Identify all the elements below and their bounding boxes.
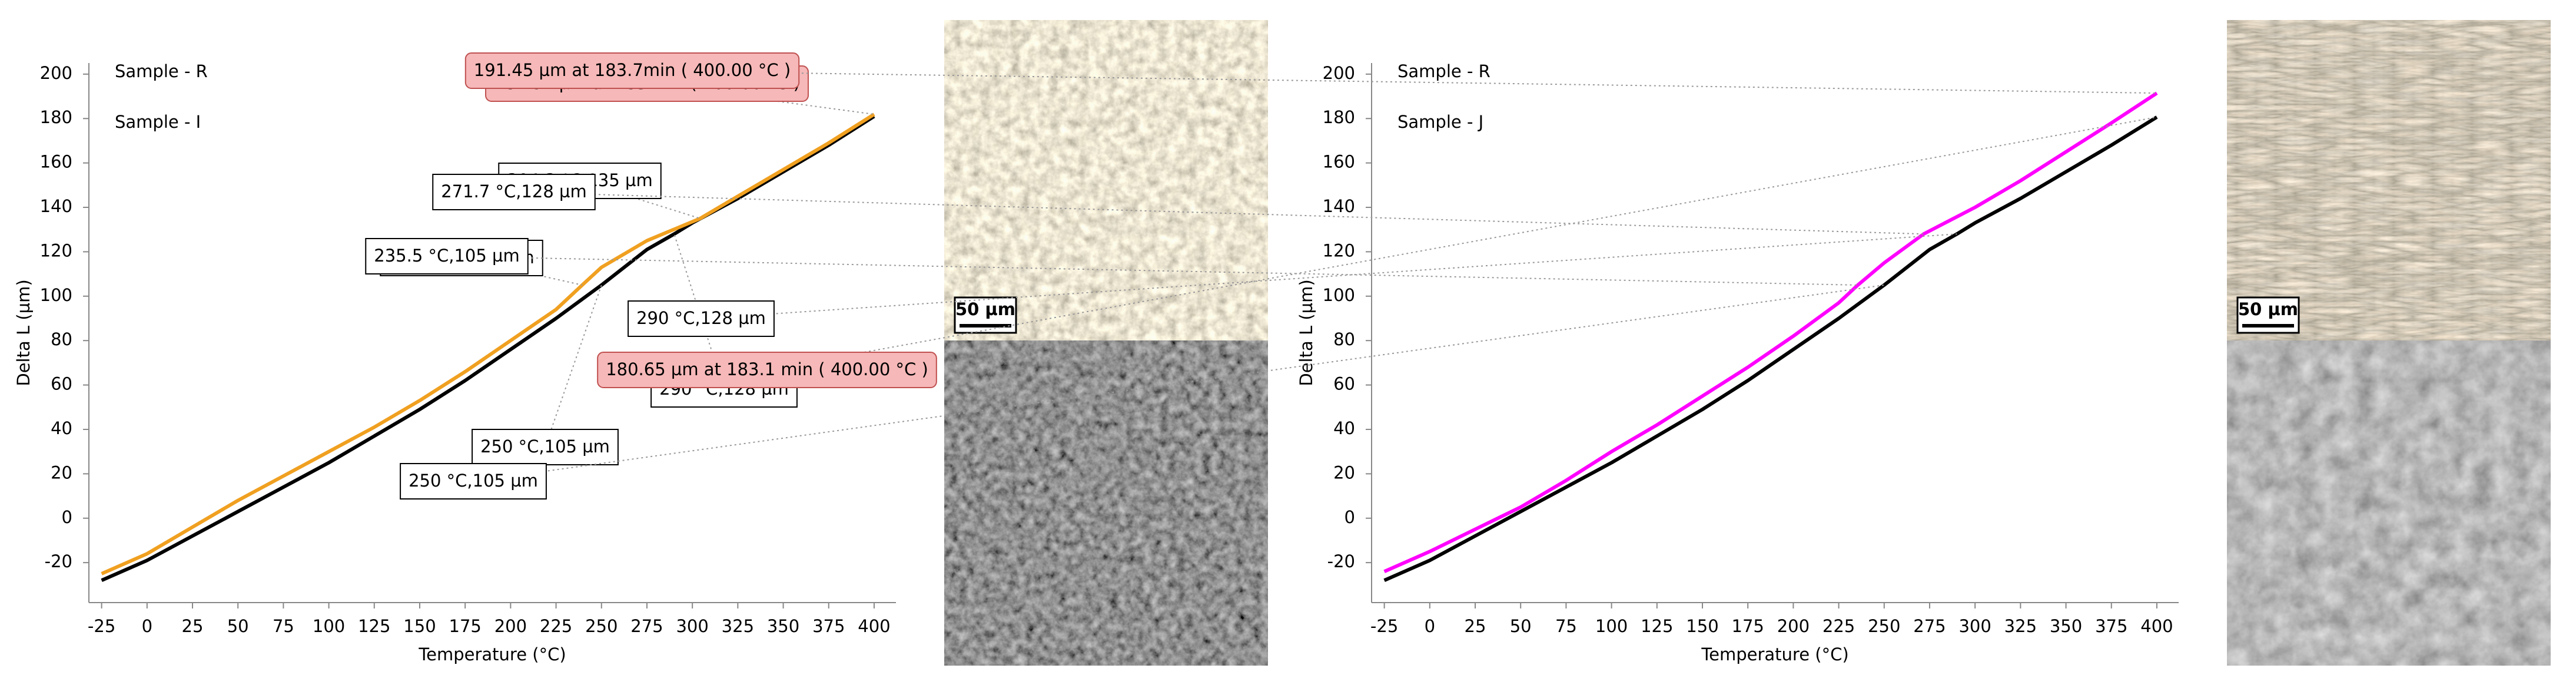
x-tick-label: 25 xyxy=(1465,616,1486,636)
x-tick-label: 225 xyxy=(1823,616,1855,636)
y-tick-label: 160 xyxy=(40,152,72,172)
x-tick-label: 400 xyxy=(2140,616,2173,636)
annotation-box xyxy=(628,300,775,337)
annotation-box xyxy=(464,52,800,89)
annotation-leader xyxy=(579,180,701,219)
x-tick-label: 125 xyxy=(1641,616,1673,636)
annotation-box xyxy=(597,352,937,388)
x-tick-label: 0 xyxy=(1425,616,1435,636)
x-tick-label: 375 xyxy=(812,616,845,636)
chart: -25 0 25 50 75 100 125 150 175 200 225 250 275 300 325… xyxy=(14,20,1268,666)
x-tick-label: 350 xyxy=(2050,616,2082,636)
y-tick-label: 100 xyxy=(40,285,72,305)
y-tick-label: 120 xyxy=(40,240,72,260)
y-tick-label: 120 xyxy=(1323,240,1355,260)
scale-bar-label: 50 µm xyxy=(2238,299,2298,319)
x-tick-label: 100 xyxy=(313,616,345,636)
micrograph-top xyxy=(944,20,1268,340)
y-axis-title: Delta L (µm) xyxy=(14,279,34,386)
micrograph-bottom xyxy=(2227,340,2551,666)
annotation-box xyxy=(400,463,547,500)
x-tick-label: 250 xyxy=(585,616,618,636)
y-tick-label: 0 xyxy=(62,507,72,527)
annotation-text: 290 °C,128 µm xyxy=(636,308,766,328)
y-tick-label: 40 xyxy=(51,418,72,438)
legend-entry: Sample - J xyxy=(1397,112,1483,132)
y-tick-label: -20 xyxy=(45,551,72,571)
x-tick-label: 175 xyxy=(1732,616,1764,636)
x-tick-label: 375 xyxy=(2095,616,2127,636)
series-line xyxy=(1383,115,2158,583)
x-tick-label: 275 xyxy=(630,616,663,636)
legend-entry: Sample - I xyxy=(115,112,201,132)
y-tick-label: -20 xyxy=(1327,551,1355,571)
annotation-leader xyxy=(473,284,1884,482)
x-tick-label: 250 xyxy=(1868,616,1900,636)
series-line xyxy=(1383,91,2158,573)
chart: -25 0 25 50 75 100 125 150 175 200 225 250 275 300 325… xyxy=(365,20,2551,666)
y-tick-label: 100 xyxy=(1323,285,1355,305)
series-line xyxy=(101,113,875,575)
y-tick-label: 20 xyxy=(1333,462,1355,482)
x-tick-label: 325 xyxy=(722,616,754,636)
y-tick-label: 20 xyxy=(51,462,72,482)
y-tick-label: 140 xyxy=(40,196,72,216)
annotation-text: 250 °C,105 µm xyxy=(409,471,538,491)
series-line xyxy=(101,114,875,583)
x-axis-title: Temperature (°C) xyxy=(1701,644,1848,664)
x-tick-label: 400 xyxy=(858,616,890,636)
y-tick-label: 180 xyxy=(40,107,72,127)
annotation-text: 191.45 µm at 183.7min ( 400.00 °C ) xyxy=(474,60,791,80)
x-tick-label: 200 xyxy=(494,616,527,636)
x-tick-label: 75 xyxy=(273,616,294,636)
y-tick-label: 80 xyxy=(1333,329,1355,349)
y-tick-label: 0 xyxy=(1345,507,1355,527)
legend-entry: Sample - R xyxy=(115,61,208,81)
y-tick-label: 200 xyxy=(40,63,72,83)
micrograph-top xyxy=(2227,20,2551,340)
y-tick-label: 140 xyxy=(1323,196,1355,216)
y-tick-label: 60 xyxy=(51,374,72,394)
x-tick-label: 325 xyxy=(2004,616,2037,636)
x-tick-label: 150 xyxy=(1686,616,1718,636)
annotation-box xyxy=(472,429,619,465)
x-tick-label: 75 xyxy=(1555,616,1577,636)
y-tick-label: 40 xyxy=(1333,418,1355,438)
x-tick-label: 300 xyxy=(676,616,708,636)
x-axis-title: Temperature (°C) xyxy=(418,644,566,664)
y-tick-label: 60 xyxy=(1333,374,1355,394)
y-tick-label: 160 xyxy=(1323,152,1355,172)
annotation-text: 180.65 µm at 183.1 min ( 400.00 °C ) xyxy=(606,359,928,379)
y-axis-title: Delta L (µm) xyxy=(1296,279,1316,386)
x-tick-label: 125 xyxy=(358,616,390,636)
x-tick-label: -25 xyxy=(1370,616,1398,636)
y-tick-label: 80 xyxy=(51,329,72,349)
x-tick-label: 350 xyxy=(767,616,799,636)
annotation-box xyxy=(432,174,596,210)
annotation-text: 271.7 °C,128 µm xyxy=(441,181,586,201)
x-tick-label: 200 xyxy=(1777,616,1810,636)
x-tick-label: 25 xyxy=(182,616,204,636)
x-tick-label: 150 xyxy=(403,616,436,636)
x-tick-label: 50 xyxy=(1510,616,1532,636)
annotation-leader xyxy=(545,285,602,448)
legend-entry: Sample - R xyxy=(1397,61,1491,81)
annotation-text: 235.5 °C,105 µm xyxy=(374,246,519,266)
annotation-box xyxy=(365,238,529,274)
x-tick-label: 225 xyxy=(540,616,572,636)
annotation-text: 250 °C,105 µm xyxy=(480,436,610,457)
micrograph-bottom xyxy=(944,340,1268,666)
x-tick-label: 100 xyxy=(1595,616,1628,636)
x-tick-label: 300 xyxy=(1958,616,1991,636)
y-tick-label: 180 xyxy=(1323,107,1355,127)
annotation-leader xyxy=(632,70,2157,94)
y-tick-label: 200 xyxy=(1323,63,1355,83)
x-tick-label: -25 xyxy=(88,616,115,636)
x-tick-label: 50 xyxy=(227,616,249,636)
x-tick-label: 175 xyxy=(449,616,482,636)
x-tick-label: 275 xyxy=(1913,616,1946,636)
scale-bar-label: 50 µm xyxy=(955,299,1015,319)
x-tick-label: 0 xyxy=(142,616,152,636)
